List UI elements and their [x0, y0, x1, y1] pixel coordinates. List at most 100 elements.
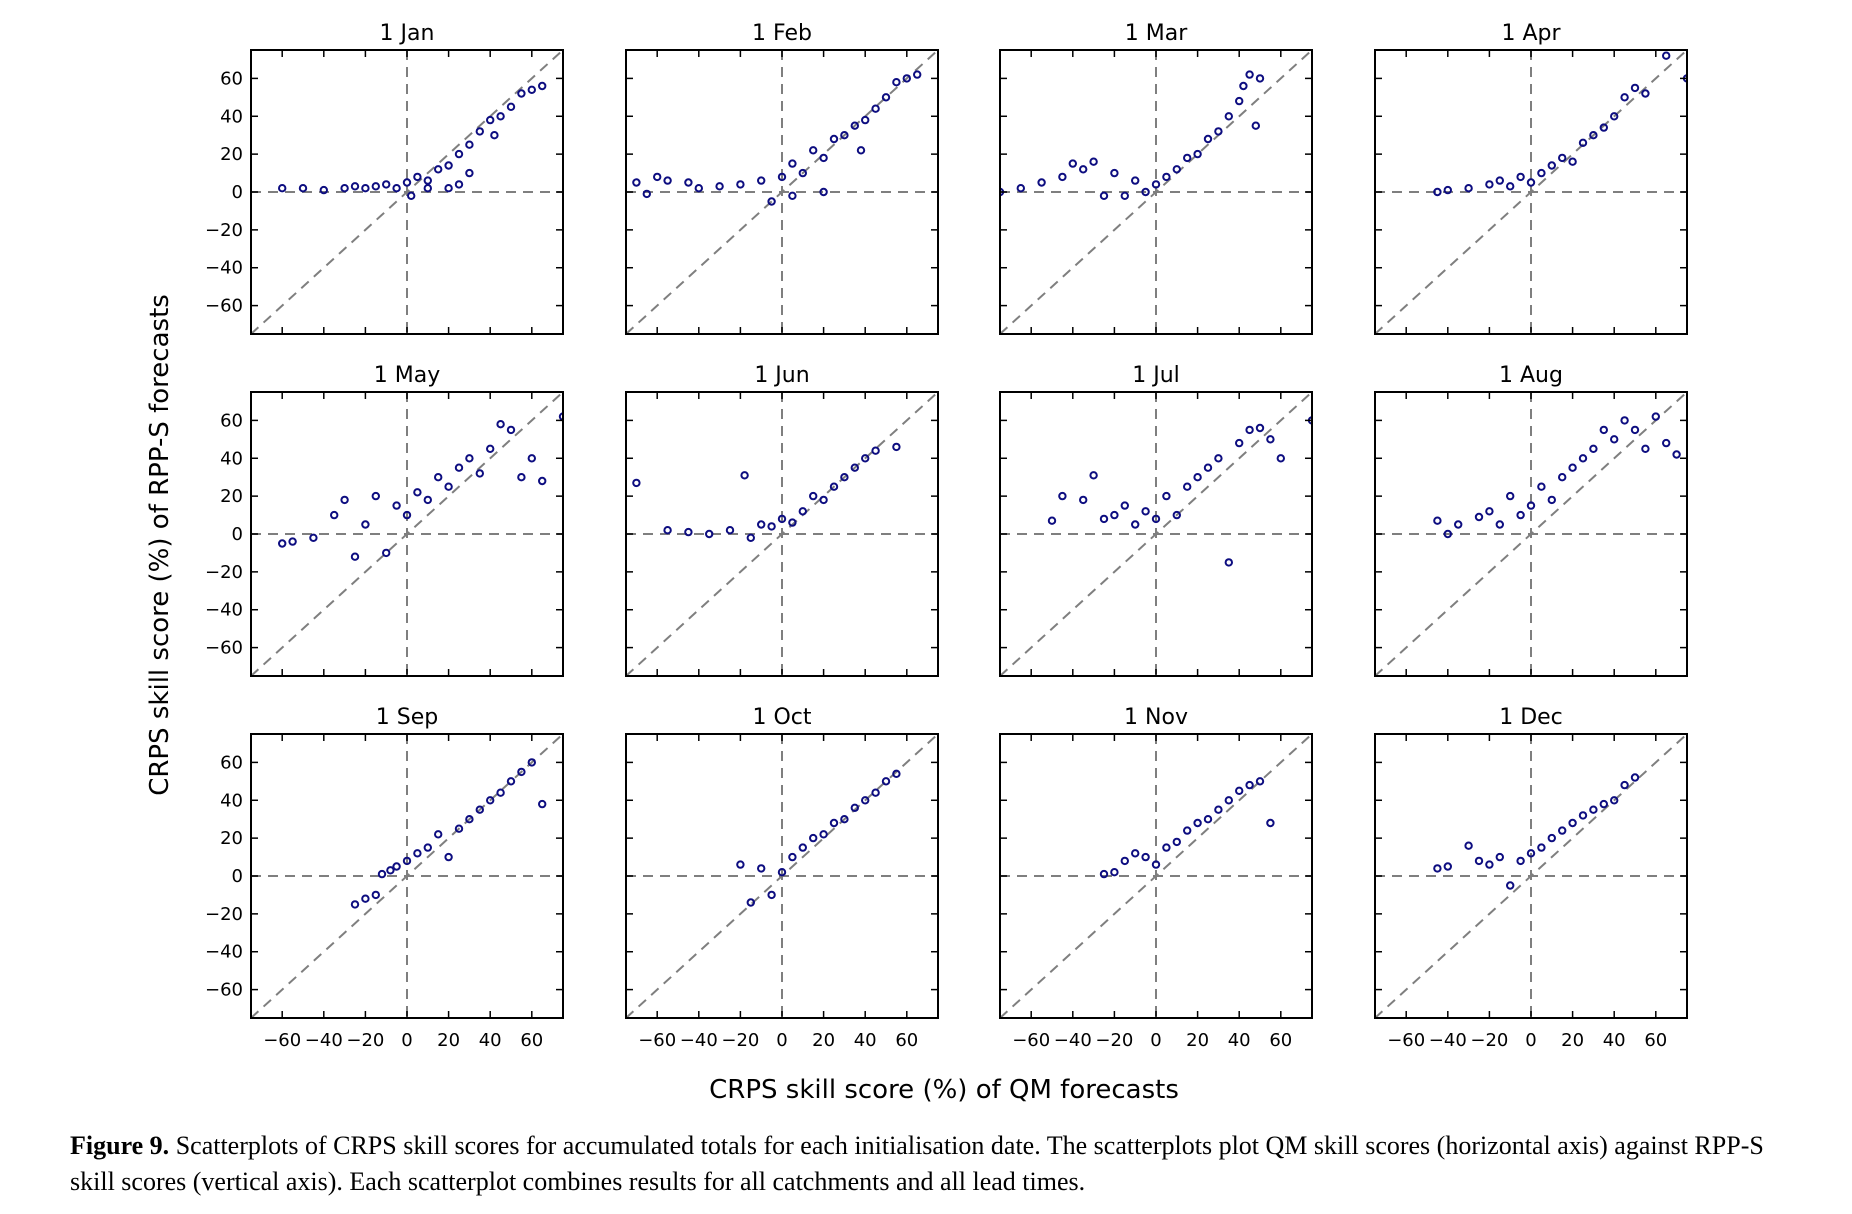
data-point [486, 115, 495, 125]
data-point [1485, 180, 1494, 189]
data-point [1620, 93, 1629, 102]
data-point [1433, 864, 1442, 873]
data-point [1276, 454, 1286, 463]
data-point [486, 796, 495, 805]
data-point [288, 537, 297, 546]
data-point [819, 153, 828, 163]
data-point [496, 420, 505, 429]
y-tick-label: 20 [220, 828, 243, 849]
data-point [1516, 510, 1525, 520]
data-point [1485, 507, 1494, 516]
data-point [856, 146, 866, 155]
x-tick-label: 40 [479, 1030, 502, 1051]
data-point [840, 131, 849, 140]
data-point [413, 172, 422, 182]
data-point [1235, 438, 1244, 448]
y-tick-label: −60 [205, 638, 243, 659]
y-tick-label: 0 [232, 182, 243, 203]
data-point [1630, 425, 1640, 435]
data-point [444, 852, 453, 862]
data-point [361, 894, 370, 903]
data-point [1110, 510, 1119, 520]
data-point [809, 833, 818, 843]
data-point [1464, 841, 1473, 850]
data-point [1172, 510, 1182, 520]
y-tick-label: −60 [205, 980, 243, 1001]
scatter-panel: 1 Apr [1374, 21, 1688, 335]
x-tick-label: 40 [854, 1030, 877, 1051]
data-point [1141, 187, 1150, 197]
data-point [423, 495, 432, 505]
data-point [1620, 416, 1629, 425]
data-point [746, 898, 755, 907]
data-point [788, 518, 797, 527]
data-point [829, 818, 839, 828]
data-point [1610, 796, 1619, 805]
data-point [1141, 507, 1150, 516]
data-point [1495, 852, 1505, 862]
y-tick-label: 40 [220, 790, 243, 811]
data-point [1558, 473, 1567, 482]
x-tick-label: −40 [305, 1030, 343, 1051]
x-tick-label: −40 [1054, 1030, 1092, 1051]
panel-title: 1 Sep [376, 705, 438, 730]
x-tick-label: 20 [812, 1030, 835, 1051]
data-point [1495, 520, 1505, 529]
data-point [1251, 121, 1261, 130]
data-point [736, 180, 745, 189]
data-point [413, 488, 422, 497]
y-tick-label: 60 [220, 410, 243, 431]
data-point [517, 473, 526, 482]
data-point [798, 168, 807, 178]
data-point [527, 454, 536, 463]
x-tick-label: −60 [263, 1030, 301, 1051]
data-point [1214, 127, 1223, 136]
data-point [278, 539, 287, 548]
x-tick-label: 0 [1150, 1030, 1161, 1051]
data-point [475, 805, 484, 814]
data-point [1089, 157, 1098, 166]
data-point [1630, 83, 1640, 93]
data-point [527, 85, 536, 95]
data-point [1485, 860, 1494, 869]
data-point [1464, 184, 1473, 193]
data-point [1578, 138, 1588, 148]
data-point [1558, 153, 1567, 163]
data-point [777, 172, 787, 182]
data-point [1183, 826, 1192, 835]
caption-label: Figure 9. [70, 1131, 170, 1160]
data-point [340, 184, 349, 193]
data-point [434, 830, 443, 839]
scatter-panel: 1 Nov −60 −40 −20 0 20 40 60 [999, 705, 1313, 1051]
data-point [1120, 856, 1130, 866]
data-point [1172, 837, 1182, 847]
data-point [715, 182, 724, 191]
data-point [705, 529, 714, 539]
data-point [1110, 168, 1119, 178]
data-point [496, 788, 505, 797]
x-axis-label: CRPS skill score (%) of QM forecasts [709, 1075, 1179, 1105]
data-point [1131, 520, 1140, 529]
data-point [663, 176, 672, 185]
data-point [861, 454, 870, 463]
data-point [1662, 51, 1671, 60]
data-point [454, 180, 464, 189]
data-point [402, 178, 412, 187]
data-point [377, 869, 387, 879]
x-tick-label: 20 [437, 1030, 460, 1051]
data-point [1599, 425, 1609, 435]
data-point [740, 471, 749, 480]
y-tick-label: 0 [232, 524, 243, 545]
data-point [1558, 826, 1567, 835]
data-point [1193, 818, 1202, 828]
data-point [1599, 123, 1609, 132]
scatter-panel: 1 Aug [1374, 363, 1688, 677]
data-point [298, 184, 308, 193]
data-point [819, 495, 828, 505]
data-point [1443, 529, 1453, 539]
data-point [475, 469, 484, 478]
data-point [319, 185, 328, 195]
data-point [1454, 520, 1463, 529]
